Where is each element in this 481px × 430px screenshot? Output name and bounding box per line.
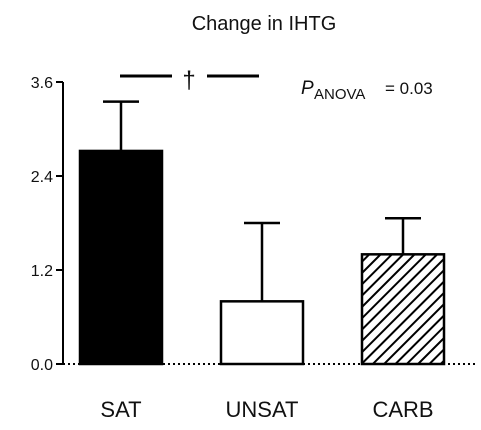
dagger-marker: † — [182, 67, 195, 94]
y-tick-label: 0.0 — [31, 357, 53, 374]
y-tick-label: 1.2 — [31, 263, 53, 280]
error-bars — [103, 100, 421, 302]
y-tick-label: 3.6 — [31, 75, 53, 92]
p-value-annotation: P ANOVA = 0.03 — [301, 78, 433, 103]
significance-bracket: † — [120, 67, 259, 94]
bar-carb — [360, 253, 446, 366]
bar-unsat — [219, 300, 305, 366]
p-symbol: P — [301, 78, 314, 99]
y-ticks: 0.0 1.2 2.4 3.6 — [31, 75, 63, 374]
chart-title: Change in IHTG — [192, 13, 337, 35]
bars — [78, 149, 446, 366]
x-label-carb: CARB — [372, 397, 433, 422]
bar-sat — [78, 149, 164, 366]
x-label-sat: SAT — [100, 397, 141, 422]
y-tick-label: 2.4 — [31, 169, 53, 186]
p-value: = 0.03 — [385, 79, 433, 98]
x-label-unsat: UNSAT — [226, 397, 299, 422]
x-labels: SAT UNSAT CARB — [100, 397, 433, 422]
p-subscript: ANOVA — [314, 86, 365, 103]
